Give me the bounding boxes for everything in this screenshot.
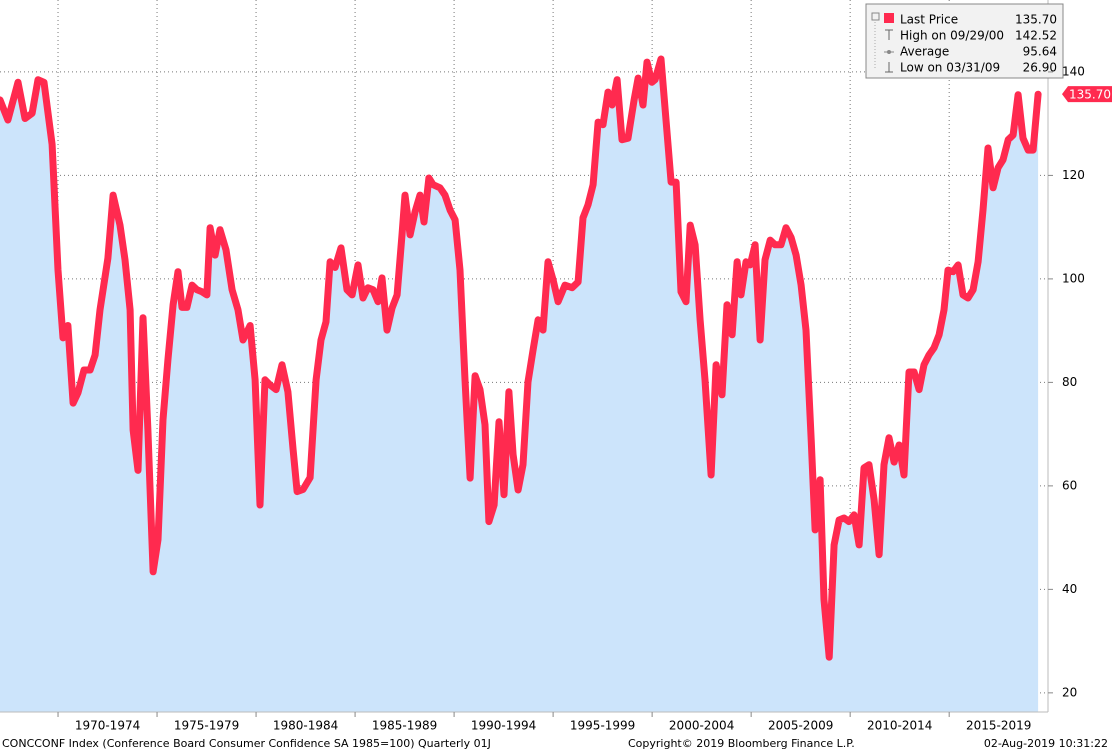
legend-value: 135.70 [1015,13,1057,27]
plot-area [0,0,1048,712]
y-tick-label: 80 [1062,375,1077,389]
legend-value: 95.64 [1023,45,1057,59]
x-tick-label: 2015-2019 [966,719,1031,733]
footer-copyright: Copyright© 2019 Bloomberg Finance L.P. [628,737,855,750]
x-tick-label: 1970-1974 [75,719,140,733]
x-tick-label: 2010-2014 [867,719,932,733]
legend-toggle [871,12,880,21]
legend-swatch [884,13,894,23]
last-price-tag [1062,86,1112,103]
legend-value: 26.90 [1023,61,1057,75]
footer-timestamp: 02-Aug-2019 10:31:22 [984,737,1108,750]
y-tick-label: 120 [1062,168,1085,182]
x-tick-label: 1975-1979 [174,719,239,733]
legend-label: High on 09/29/00 [900,29,1004,43]
legend-icon-low [885,62,893,73]
x-tick-label: 1980-1984 [273,719,338,733]
x-tick-label: 2000-2004 [669,719,734,733]
footer-source: CONCCONF Index (Conference Board Consume… [2,737,491,750]
y-tick-label: 40 [1062,582,1077,596]
legend-value: 142.52 [1015,29,1057,43]
y-tick-label: 20 [1062,685,1077,699]
y-tick-label: 140 [1062,64,1085,78]
legend: Last Price 135.70 High on 09/29/00 142.52 Av… [865,3,1064,79]
x-tick-label: 1985-1989 [372,719,437,733]
legend-label: Low on 03/31/09 [900,61,1000,75]
legend-label: Average [900,45,949,59]
area-fill [0,59,1039,712]
legend-icon-high [885,29,893,40]
legend-box [865,3,1064,79]
x-tick-label: 2005-2009 [768,719,833,733]
line [0,55,1042,661]
y-tick-label: 60 [1062,478,1077,492]
legend-label: Last Price [900,13,958,27]
x-tick-label: 1990-1994 [471,719,536,733]
legend-icon-average-dot [887,50,891,54]
last-price-label: 135.70 [1069,88,1111,102]
x-tick-label: 1995-1999 [570,719,635,733]
y-tick-label: 100 [1062,271,1085,285]
